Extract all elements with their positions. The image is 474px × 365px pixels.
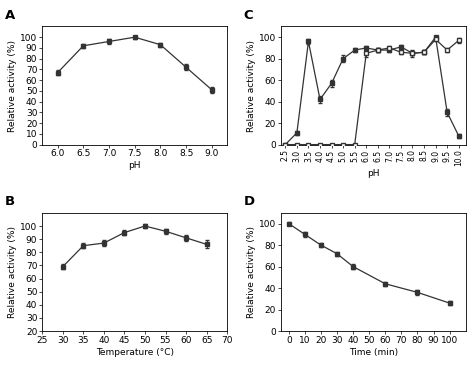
Text: B: B xyxy=(5,195,15,208)
Y-axis label: Relative activity (%): Relative activity (%) xyxy=(247,226,256,318)
Text: D: D xyxy=(244,195,255,208)
Text: C: C xyxy=(244,9,253,22)
X-axis label: Temperature (°C): Temperature (°C) xyxy=(96,348,173,357)
Y-axis label: Relative activity (%): Relative activity (%) xyxy=(9,39,18,131)
Y-axis label: Relative activity (%): Relative activity (%) xyxy=(247,39,256,131)
X-axis label: pH: pH xyxy=(128,161,141,170)
Text: A: A xyxy=(5,9,16,22)
Y-axis label: Relative activity (%): Relative activity (%) xyxy=(9,226,18,318)
X-axis label: Time (min): Time (min) xyxy=(348,348,398,357)
X-axis label: pH: pH xyxy=(367,169,380,178)
